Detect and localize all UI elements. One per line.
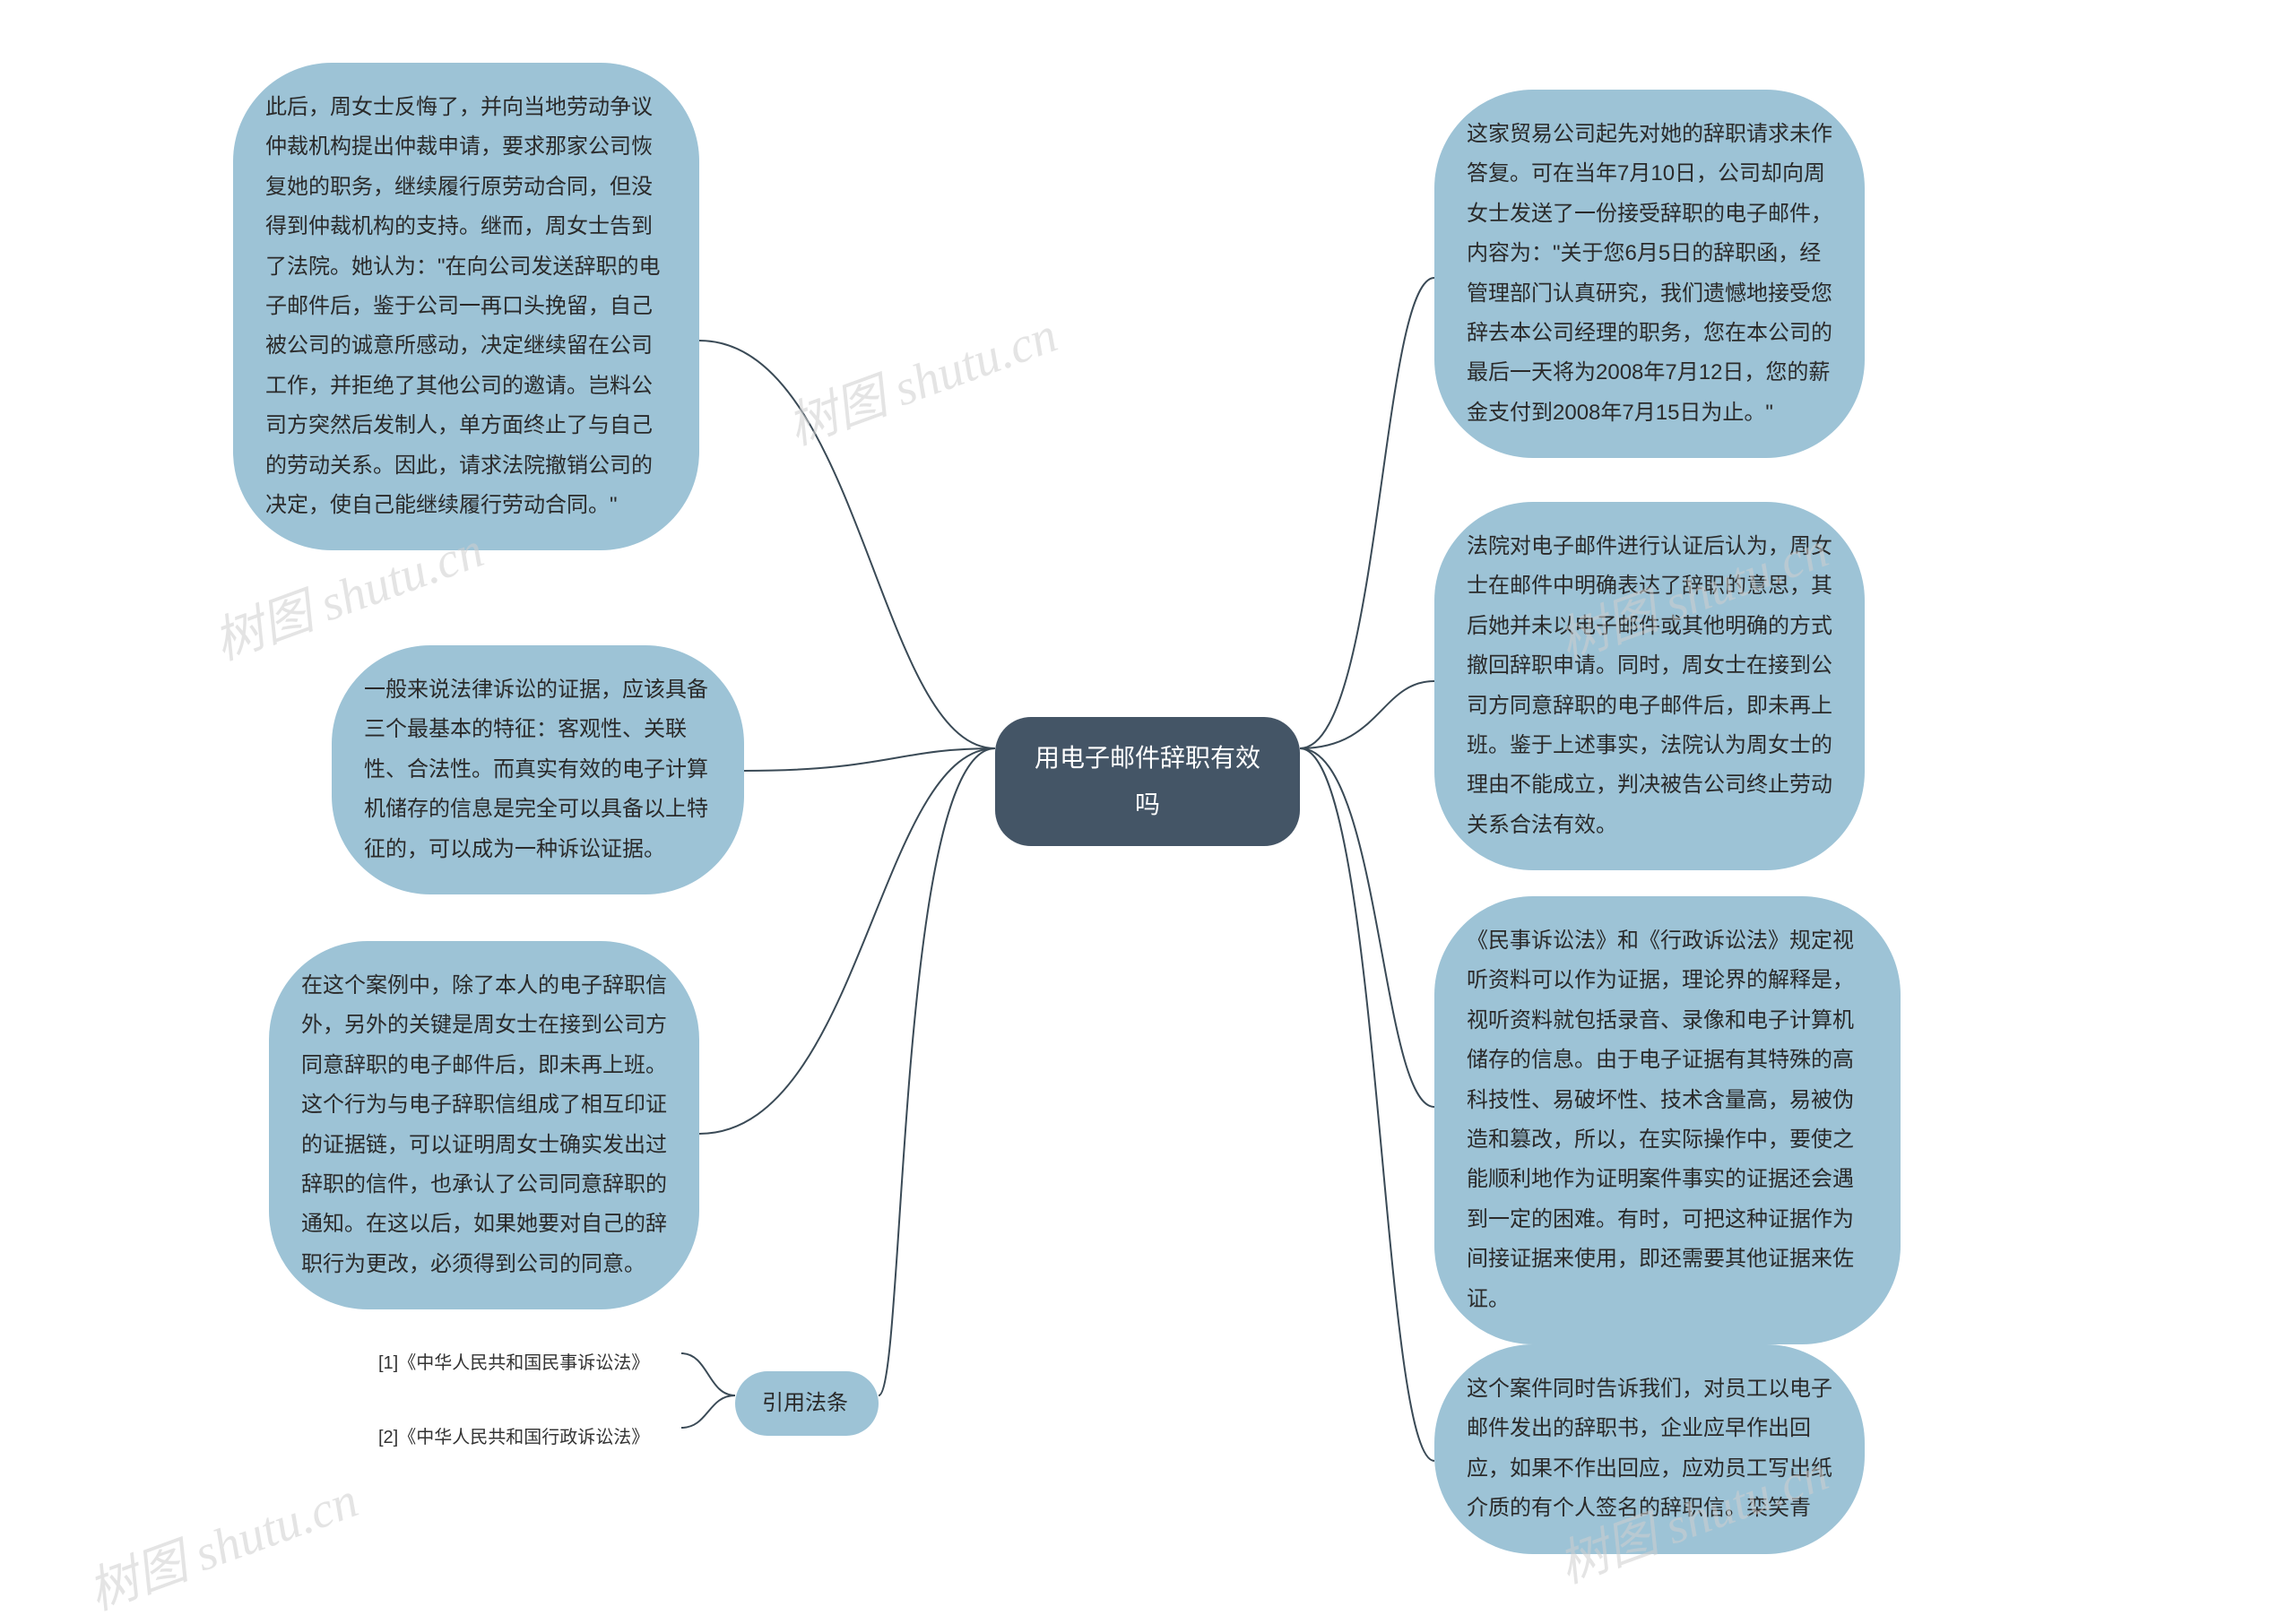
watermark: 树图 shutu.cn [776, 295, 1066, 460]
branch-right-4[interactable]: 这个案件同时告诉我们，对员工以电子邮件发出的辞职书，企业应早作出回应，如果不作出… [1434, 1344, 1865, 1554]
branch-left-4-citations[interactable]: 引用法条 [735, 1371, 879, 1436]
branch-right-1[interactable]: 这家贸易公司起先对她的辞职请求未作答复。可在当年7月10日，公司却向周女士发送了… [1434, 90, 1865, 458]
center-topic[interactable]: 用电子邮件辞职有效吗 [995, 717, 1300, 846]
branch-left-1[interactable]: 此后，周女士反悔了，并向当地劳动争议仲裁机构提出仲裁申请，要求那家公司恢复她的职… [233, 63, 699, 550]
watermark: 树图 shutu.cn [77, 1460, 367, 1624]
citation-2[interactable]: [2]《中华人民共和国行政诉讼法》 [368, 1414, 660, 1462]
branch-left-2[interactable]: 一般来说法律诉讼的证据，应该具备三个最基本的特征：客观性、关联性、合法性。而真实… [332, 645, 744, 894]
branch-right-3[interactable]: 《民事诉讼法》和《行政诉讼法》规定视听资料可以作为证据，理论界的解释是，视听资料… [1434, 896, 1901, 1344]
branch-right-2[interactable]: 法院对电子邮件进行认证后认为，周女士在邮件中明确表达了辞职的意思，其后她并未以电… [1434, 502, 1865, 870]
mindmap-canvas: 用电子邮件辞职有效吗 此后，周女士反悔了，并向当地劳动争议仲裁机构提出仲裁申请，… [0, 0, 2295, 1573]
citation-1[interactable]: [1]《中华人民共和国民事诉讼法》 [368, 1340, 660, 1387]
branch-left-3[interactable]: 在这个案例中，除了本人的电子辞职信外，另外的关键是周女士在接到公司方同意辞职的电… [269, 941, 699, 1309]
